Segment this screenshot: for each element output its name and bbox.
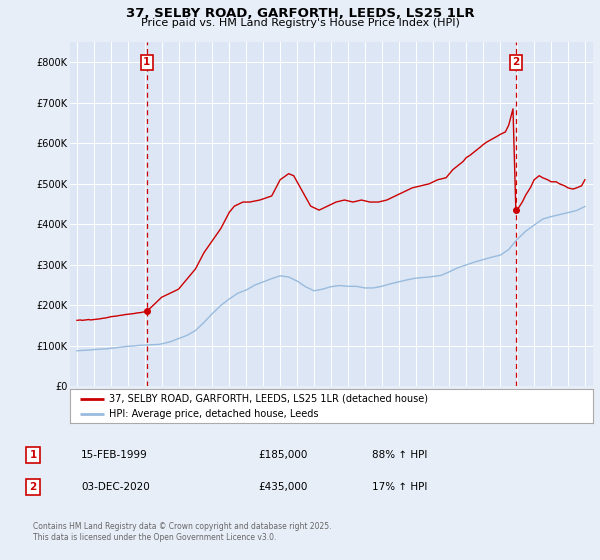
Text: 88% ↑ HPI: 88% ↑ HPI (372, 450, 427, 460)
Text: 2: 2 (512, 58, 520, 68)
Text: 1: 1 (29, 450, 37, 460)
Text: 1: 1 (143, 58, 151, 68)
Text: 03-DEC-2020: 03-DEC-2020 (81, 482, 150, 492)
Text: 37, SELBY ROAD, GARFORTH, LEEDS, LS25 1LR (detached house): 37, SELBY ROAD, GARFORTH, LEEDS, LS25 1L… (109, 394, 428, 404)
Text: £435,000: £435,000 (258, 482, 307, 492)
Text: This data is licensed under the Open Government Licence v3.0.: This data is licensed under the Open Gov… (33, 533, 277, 542)
Text: Contains HM Land Registry data © Crown copyright and database right 2025.: Contains HM Land Registry data © Crown c… (33, 522, 331, 531)
Text: 37, SELBY ROAD, GARFORTH, LEEDS, LS25 1LR: 37, SELBY ROAD, GARFORTH, LEEDS, LS25 1L… (125, 7, 475, 20)
Text: 17% ↑ HPI: 17% ↑ HPI (372, 482, 427, 492)
Text: Price paid vs. HM Land Registry's House Price Index (HPI): Price paid vs. HM Land Registry's House … (140, 18, 460, 29)
Text: HPI: Average price, detached house, Leeds: HPI: Average price, detached house, Leed… (109, 409, 319, 419)
Text: £185,000: £185,000 (258, 450, 307, 460)
Text: 15-FEB-1999: 15-FEB-1999 (81, 450, 148, 460)
Text: 2: 2 (29, 482, 37, 492)
